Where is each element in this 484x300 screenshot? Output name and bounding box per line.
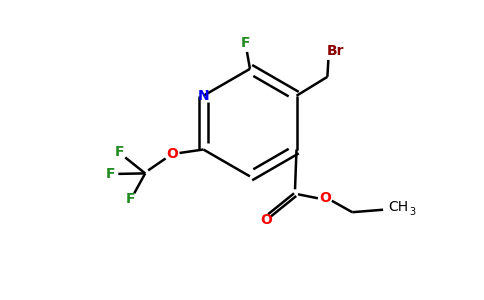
Text: N: N [197,89,209,103]
Text: F: F [106,167,115,182]
Text: O: O [260,213,272,227]
Text: F: F [115,146,124,160]
Text: F: F [241,36,251,50]
Text: F: F [125,192,135,206]
Text: O: O [319,191,331,205]
Text: CH: CH [388,200,408,214]
Text: Br: Br [327,44,345,58]
Text: 3: 3 [409,207,415,217]
Text: O: O [166,148,179,161]
